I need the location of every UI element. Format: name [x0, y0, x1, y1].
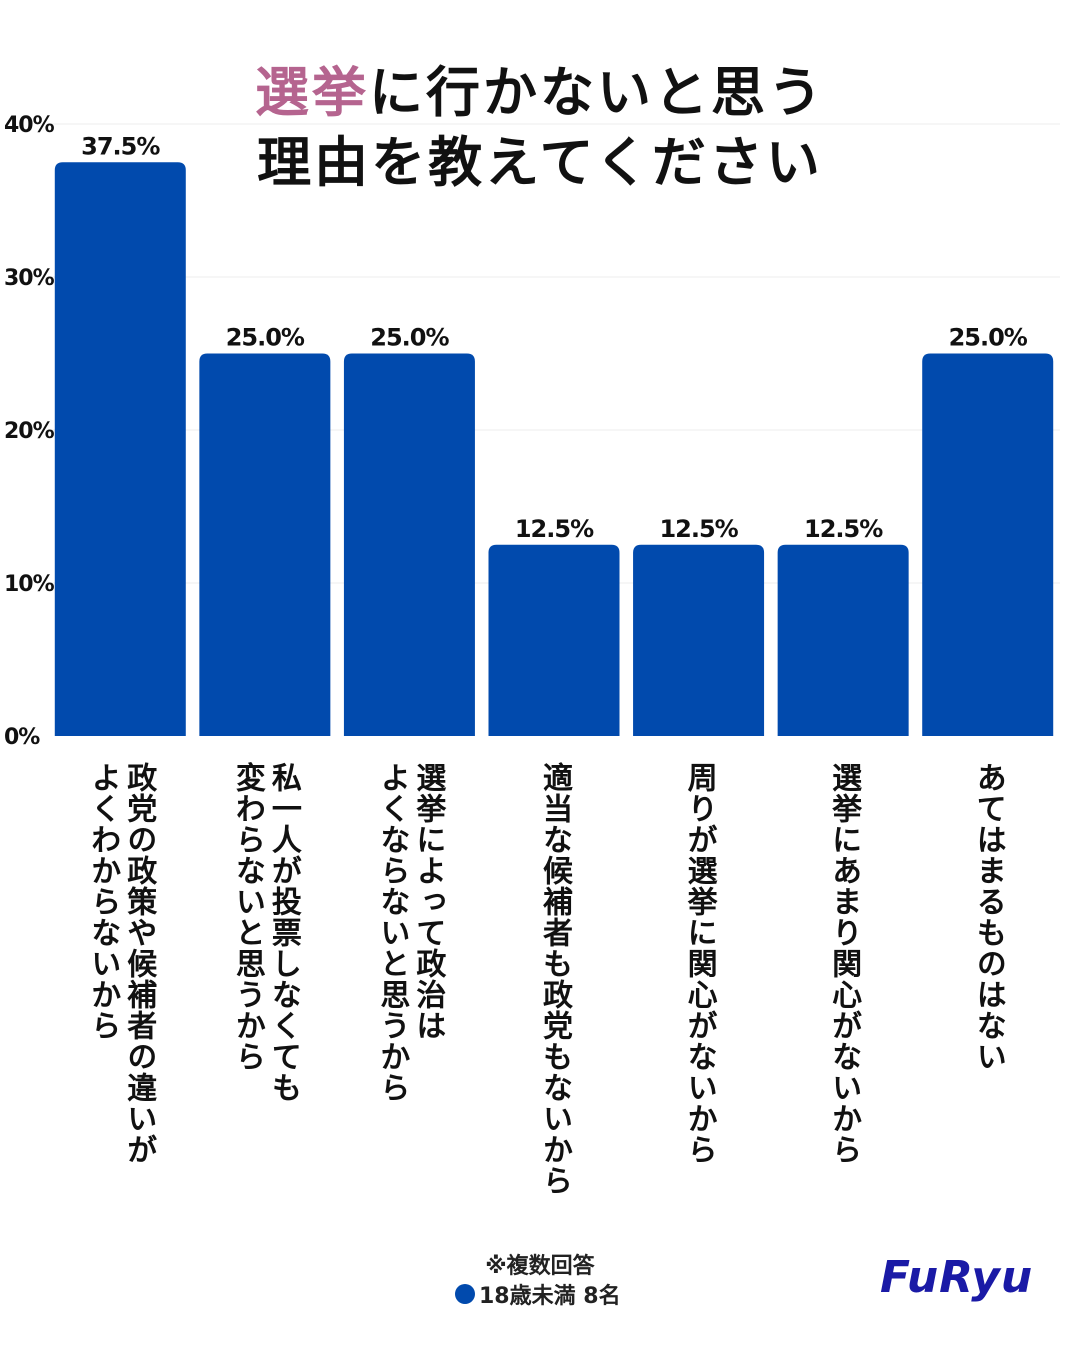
chart-title-line-2: 理由を教えてください: [257, 131, 823, 194]
bars: [54, 162, 1054, 736]
category-label: 私一人が投票しなくても 変わらないと思うから: [229, 762, 301, 1232]
bar-chart: 0% 10% 20% 30% 40% 37.5% 25.0% 25.0% 12.5% 12.5%…: [4, 113, 1060, 750]
category-label-line: 私一人が投票しなくても: [265, 762, 301, 1103]
category-label: 周りが選挙に関心がないから: [681, 762, 717, 1232]
furyu-logo: FuRyu: [880, 1252, 1034, 1303]
category-label: 選挙によって政治は よくならないと思うから: [373, 762, 445, 1232]
y-axis-ticks: 0% 10% 20% 30% 40%: [4, 113, 56, 750]
bar: [199, 353, 331, 736]
y-tick-label: 0%: [4, 725, 40, 750]
category-label-line: あてはまるものはない: [970, 762, 1006, 1072]
bar: [54, 162, 186, 736]
y-tick-label: 40%: [4, 113, 55, 138]
category-label-line: 適当な候補者も政党もないから: [537, 762, 572, 1196]
category-label: 政党の政策や候補者の違いが よくわからないから: [84, 762, 156, 1232]
category-label-line: 変わらないと思うから: [229, 762, 265, 1072]
category-label: 適当な候補者も政党もないから: [536, 762, 572, 1232]
category-label: 選挙にあまり関心がないから: [825, 762, 861, 1232]
category-label-line: 選挙にあまり関心がないから: [826, 762, 862, 1165]
title-rest: に行かないと思う: [369, 61, 825, 124]
chart-title-line-1: 選挙に行かないと思う: [0, 48, 1080, 127]
legend-swatch: [455, 1284, 475, 1304]
data-label: 25.0%: [226, 324, 305, 352]
bar: [633, 544, 765, 736]
data-label: 12.5%: [804, 515, 883, 543]
data-labels: 37.5% 25.0% 25.0% 12.5% 12.5% 12.5% 25.0%: [81, 132, 1029, 543]
bar: [343, 353, 475, 736]
y-tick-label: 10%: [4, 572, 55, 597]
category-label-line: 周りが選挙に関心がないから: [681, 762, 717, 1165]
category-label-line: よくならないと思うから: [374, 762, 410, 1103]
category-label-line: 政党の政策や候補者の違いが: [121, 762, 157, 1165]
bar: [488, 544, 620, 736]
data-label: 25.0%: [949, 324, 1028, 352]
category-label-line: よくわからないから: [85, 762, 121, 1041]
bar: [777, 544, 909, 736]
data-label: 12.5%: [515, 515, 594, 543]
data-label: 25.0%: [370, 324, 449, 352]
bar: [922, 353, 1054, 736]
category-label: あてはまるものはない: [970, 762, 1006, 1232]
category-label-line: 選挙によって政治は: [410, 762, 446, 1041]
legend-label: 18歳未満 8名: [479, 1284, 621, 1309]
title-accent: 選挙: [255, 61, 369, 124]
y-tick-label: 30%: [4, 266, 55, 291]
legend: 18歳未満 8名: [455, 1280, 621, 1309]
footnote: ※複数回答: [485, 1254, 595, 1279]
data-label: 12.5%: [659, 515, 738, 543]
y-tick-label: 20%: [4, 419, 55, 444]
data-label: 37.5%: [81, 132, 160, 160]
